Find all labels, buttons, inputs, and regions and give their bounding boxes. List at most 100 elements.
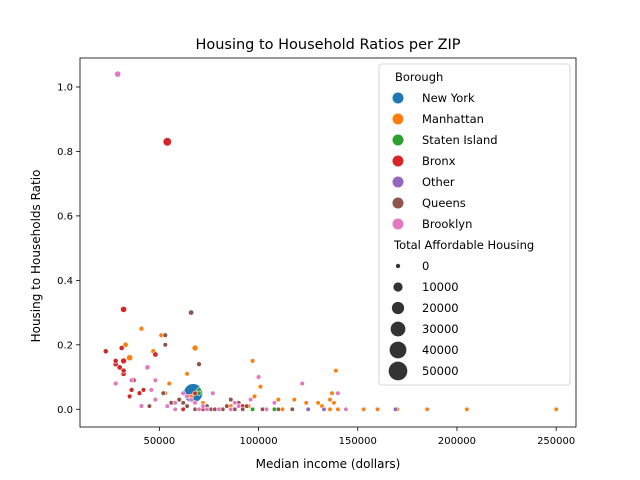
- legend-size-title: Total Affordable Housing: [393, 238, 534, 252]
- point-manhattan: [191, 344, 199, 352]
- point-brooklyn: [144, 364, 151, 371]
- legend-size-label: 0: [422, 259, 429, 273]
- point-bronx: [120, 357, 127, 365]
- point-brooklyn: [112, 380, 119, 387]
- point-bronx: [126, 393, 133, 400]
- chart-title: Housing to Household Ratios per ZIP: [195, 37, 460, 53]
- point-bronx: [152, 351, 159, 358]
- point-bronx: [162, 137, 172, 147]
- point-brooklyn: [128, 377, 135, 384]
- point-brooklyn: [164, 403, 170, 409]
- point-manhattan: [333, 367, 339, 374]
- point-manhattan: [424, 406, 430, 412]
- legend-marker-new-york: [392, 92, 404, 104]
- point-other: [392, 406, 399, 412]
- point-other: [321, 406, 327, 412]
- point-bronx: [192, 390, 198, 396]
- point-manhattan: [327, 397, 333, 403]
- legend-size-label: 50000: [422, 364, 459, 378]
- point-bronx: [116, 364, 123, 371]
- legend-size-marker: [390, 321, 406, 337]
- legend-marker-manhattan: [392, 113, 404, 125]
- legend-marker-other: [392, 176, 404, 188]
- point-queens: [162, 332, 169, 338]
- legend-size-marker: [393, 282, 403, 292]
- point-bronx: [140, 387, 147, 393]
- legend-label-queens: Queens: [422, 196, 466, 210]
- point-manhattan: [257, 384, 264, 390]
- legend-label-staten-island: Staten Island: [422, 133, 498, 147]
- legend-size-label: 20000: [422, 301, 459, 315]
- x-axis-label: Median income (dollars): [256, 457, 401, 471]
- point-brooklyn: [138, 403, 145, 409]
- point-brooklyn: [343, 406, 349, 412]
- point-manhattan: [303, 400, 309, 406]
- legend-marker-brooklyn: [392, 218, 404, 230]
- legend-label-new-york: New York: [422, 91, 475, 105]
- y-tick-label: 1.0: [57, 83, 73, 94]
- legend-label-other: Other: [422, 175, 455, 189]
- legend-marker-staten-island: [392, 134, 404, 146]
- point-queens: [188, 309, 195, 316]
- points-layer: [102, 70, 559, 412]
- point-bronx: [120, 305, 128, 313]
- point-queens: [180, 400, 186, 406]
- x-tick-label: 50000: [143, 436, 175, 447]
- point-bronx: [180, 406, 186, 412]
- point-brooklyn: [204, 406, 210, 412]
- y-tick-label: 0.4: [57, 276, 73, 287]
- axes-layer: 50000 100000 150000 200000 2500000.00.20.40.…: [57, 57, 577, 447]
- point-bronx: [136, 390, 143, 396]
- legend-size-marker: [389, 341, 407, 359]
- point-manhattan: [329, 390, 335, 396]
- legend-size-marker: [391, 301, 405, 315]
- point-manhattan: [122, 341, 129, 348]
- point-manhattan: [126, 354, 134, 362]
- point-queens: [244, 403, 250, 409]
- point-queens: [196, 361, 202, 367]
- point-queens: [184, 403, 190, 409]
- point-bronx: [128, 387, 135, 393]
- point-brooklyn: [152, 396, 159, 403]
- point-queens: [240, 406, 246, 412]
- point-brooklyn: [248, 397, 254, 403]
- legend-box: [378, 63, 571, 386]
- point-brooklyn: [263, 406, 270, 412]
- point-brooklyn: [236, 403, 242, 409]
- point-manhattan: [291, 397, 297, 403]
- y-tick-label: 0.8: [57, 147, 73, 158]
- point-brooklyn: [228, 406, 234, 412]
- point-manhattan: [361, 406, 367, 412]
- point-bronx: [112, 358, 119, 364]
- point-manhattan: [331, 400, 337, 406]
- point-brooklyn: [196, 406, 202, 412]
- point-queens: [162, 342, 168, 348]
- x-tick-label: 250000: [537, 436, 575, 447]
- point-brooklyn: [216, 406, 222, 412]
- point-manhattan: [335, 406, 341, 412]
- point-manhattan: [327, 406, 333, 412]
- point-brooklyn: [172, 406, 178, 412]
- point-manhattan: [275, 397, 281, 403]
- legend-marker-queens: [392, 197, 404, 209]
- legend-size-marker: [395, 263, 401, 269]
- point-manhattan: [251, 393, 258, 400]
- point-manhattan: [375, 406, 381, 412]
- point-brooklyn: [299, 380, 305, 387]
- point-manhattan: [315, 400, 321, 406]
- point-brooklyn: [114, 70, 122, 78]
- plot-frame: [79, 57, 577, 428]
- x-tick-label: 150000: [339, 436, 377, 447]
- point-bronx: [118, 345, 125, 351]
- point-brooklyn: [184, 393, 190, 399]
- point-brooklyn: [335, 390, 341, 396]
- point-staten-island: [250, 406, 256, 412]
- x-tick-label: 200000: [438, 436, 476, 447]
- point-manhattan: [166, 380, 172, 387]
- point-queens: [275, 406, 281, 412]
- point-manhattan: [184, 371, 190, 377]
- point-queens: [289, 406, 295, 412]
- point-brooklyn: [172, 400, 178, 406]
- point-brooklyn: [200, 403, 206, 409]
